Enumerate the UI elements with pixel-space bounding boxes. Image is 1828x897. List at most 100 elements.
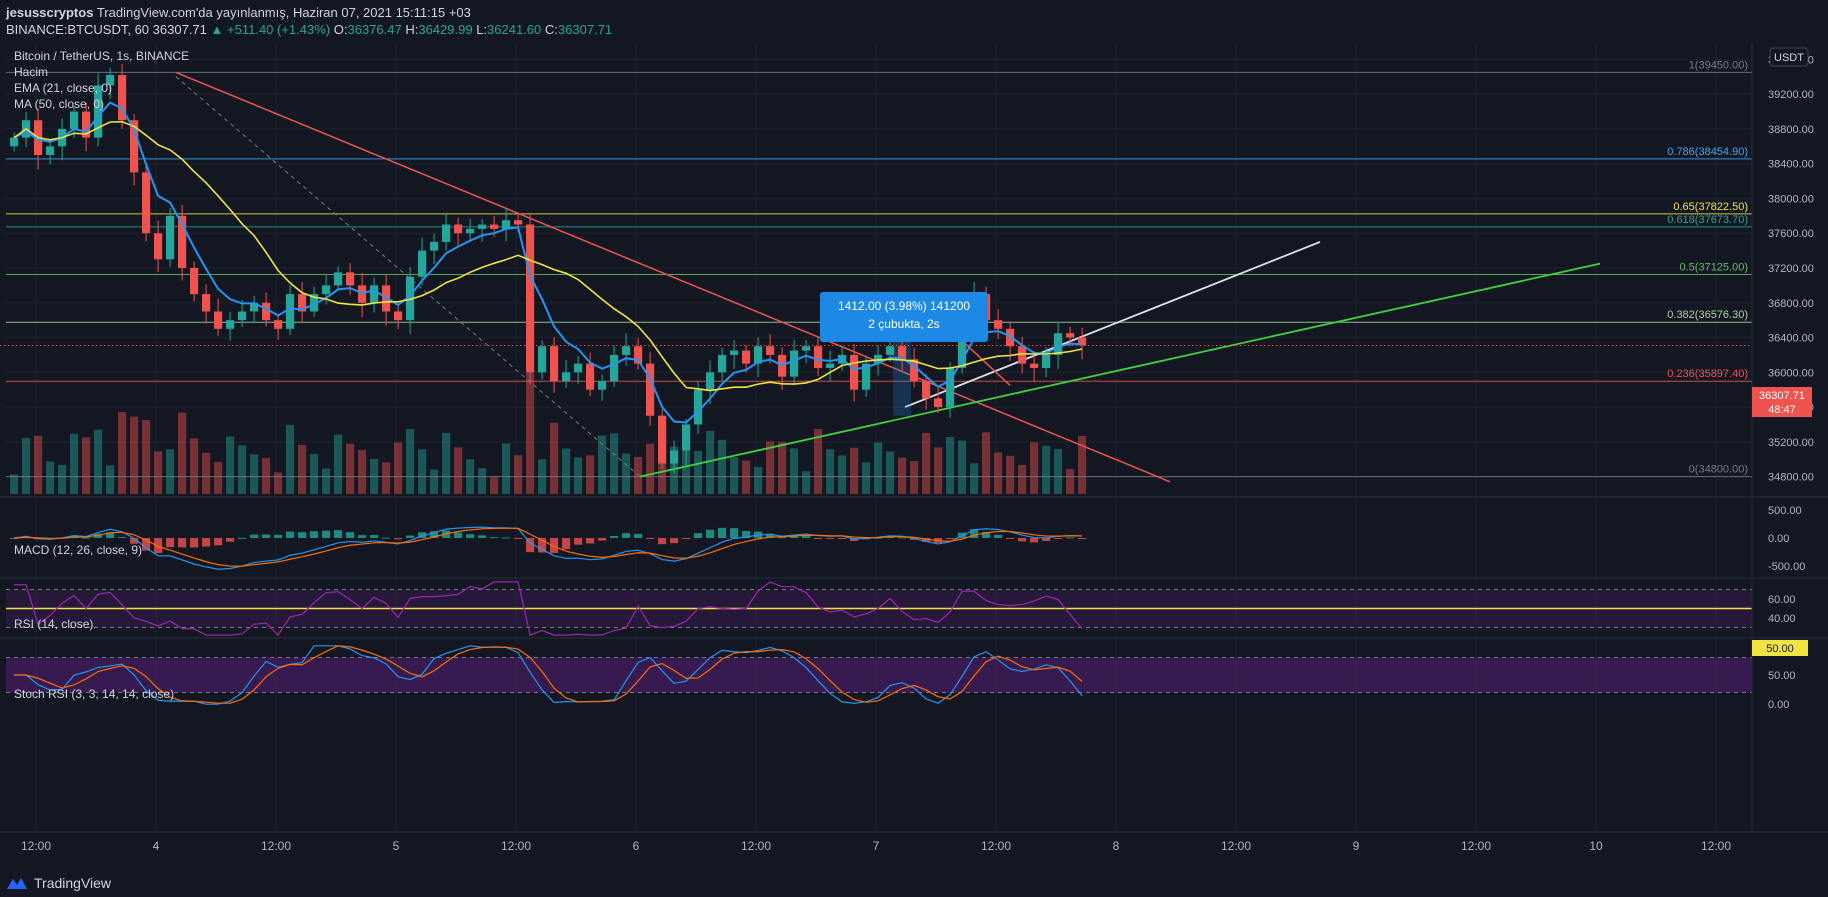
fib-level-label: 0.382(36576.30) [1667,309,1748,321]
macd-histogram-bar [742,530,751,538]
price-tick-label: 34800.00 [1768,472,1814,484]
candle-body [94,85,103,138]
price-tick-label: 37600.00 [1768,228,1814,240]
volume-bar [358,449,367,494]
volume-bar [910,461,919,494]
currency-box[interactable] [1769,47,1809,67]
ema-line [13,101,1083,424]
legend-ma: MA (50, close, 0) [14,97,104,111]
candle-body [562,372,571,381]
volume-bar [1066,469,1075,494]
macd-histogram-bar [10,538,19,539]
volume-bar [994,452,1003,494]
last-price: 36307.71 [152,22,207,37]
macd-histogram-bar [694,533,703,538]
ohlc-close: 36307.71 [557,22,613,37]
macd-histogram-bar [286,531,295,538]
time-tick-label: 12:00 [981,839,1011,853]
last-price-badge-value: 36307.71 [1759,390,1805,402]
time-axis[interactable]: 12:00 4 12:00 5 12:00 6 12:00 7 12:00 8 12:00 9 12:0… [0,831,1828,853]
chart-area[interactable]: 1(39450.00) 0.786(38454.90) 0.65(37822.50)… [0,42,1828,897]
macd-histogram-bar [814,538,823,539]
volume-bar [586,455,595,494]
volume-bar [826,449,835,494]
candle-body [1006,328,1015,347]
candle-body [454,224,463,234]
candle-body [718,354,727,373]
candle-body [658,415,667,464]
candle-body [910,359,919,381]
fib-retracement[interactable]: 1(39450.00) 0.786(38454.90) 0.65(37822.50)… [6,59,1752,478]
volume-bar [490,477,499,494]
candle-body [994,320,1003,329]
candle-body [478,224,487,229]
currency-label: USDT [1774,52,1804,64]
price-tick-label: 36000.00 [1768,367,1814,379]
candle-body [754,346,763,364]
macd-histogram-bar [874,537,883,539]
volume-bar [946,437,955,494]
legend-ema: EMA (21, close, 0) [14,81,112,95]
price-tick-label: 36800.00 [1768,298,1814,310]
candle-body [850,354,859,390]
candle-body [310,294,319,312]
volume-bar [742,460,751,494]
volume-bar [862,462,871,494]
author-name[interactable]: jesusscryptos [6,5,94,20]
price-axis[interactable]: 39600.0039200.0038800.0038400.0038000.00… [1751,42,1814,832]
volume-bar [334,434,343,494]
volume-bar [118,412,127,494]
stoch-tick-label: 0.00 [1768,699,1789,711]
volume-bar [142,420,151,494]
candle-body [46,146,55,155]
candle-body [262,302,271,321]
footer: TradingView [6,875,111,891]
fib-level-label: 0.236(35897.40) [1667,368,1748,380]
candle-body [370,285,379,303]
brand-name[interactable]: TradingView [34,875,112,891]
candle-body [538,346,547,373]
macd-histogram-bar [334,530,343,538]
volume-bar [1030,442,1039,494]
candle-body [286,294,295,329]
candle-body [610,354,619,381]
macd-title: MACD (12, 26, close, 9) [14,543,142,557]
candle-body [82,111,91,138]
macd-histogram-bar [406,535,415,538]
macd-histogram-bar [826,538,835,539]
macd-histogram-bar [550,538,559,553]
candle-body [166,215,175,260]
macd-histogram-bar [526,538,535,553]
macd-histogram-bar [1006,538,1015,539]
chart-svg[interactable]: 1(39450.00) 0.786(38454.90) 0.65(37822.50)… [0,42,1828,854]
ascending-white-line[interactable] [904,241,1321,408]
candle-body [214,311,223,329]
volume-bar [574,457,583,494]
macd-histogram-bar [766,533,775,538]
macd-histogram-bar [418,532,427,538]
macd-histogram-bar [670,538,679,544]
candle-body [406,276,415,321]
macd-signal-line [14,527,1083,567]
time-tick-label: 12:00 [1701,839,1731,853]
volume-bar [790,448,799,494]
candle-body [634,346,643,364]
volume-bar [430,469,439,494]
volume-bar [1078,435,1087,494]
descending-trendline[interactable] [175,71,1171,483]
ascending-support-line[interactable] [639,262,1601,478]
candle-body [226,320,235,329]
candle-body [586,363,595,390]
candle-body [670,450,679,464]
tradingview-logo-icon [7,878,27,889]
candle-body [526,224,535,373]
macd-histogram-bar [610,535,619,538]
macd-histogram-bar [634,533,643,538]
candle-body [958,320,967,368]
symbol-info: BINANCE:BTCUSDT, 60 [6,22,150,37]
volume-bar [706,430,715,494]
candle-body [934,398,943,408]
time-tick-label: 6 [633,839,640,853]
candle-body [742,350,751,364]
price-tick-label: 38000.00 [1768,193,1814,205]
